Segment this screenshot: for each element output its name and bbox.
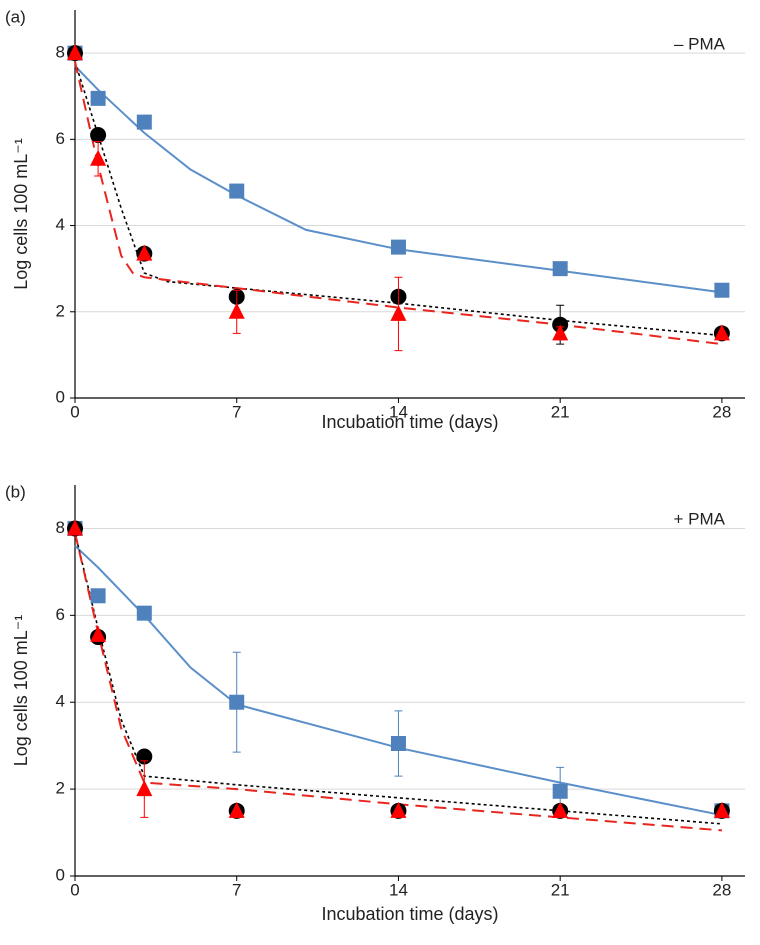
marker (90, 149, 107, 166)
marker (713, 801, 730, 818)
marker (390, 735, 406, 751)
fit-line (74, 545, 723, 817)
y-tick-label: 0 (56, 387, 65, 406)
marker (714, 282, 730, 298)
marker (136, 244, 153, 261)
fit-line (74, 65, 723, 294)
panel: 0 2 4 6 8 0 7 14 21 28 Incubation time (days) Log c… (5, 482, 745, 924)
y-axis-title: Log cells 100 mL⁻¹ (11, 138, 31, 290)
marker (90, 127, 107, 144)
marker (136, 780, 153, 797)
x-tick-label: 14 (389, 402, 408, 421)
x-tick-label: 28 (712, 402, 731, 421)
marker (390, 801, 407, 818)
y-axis-title: Log cells 100 mL⁻¹ (11, 615, 31, 767)
marker (390, 304, 407, 321)
marker (552, 324, 569, 341)
x-axis-title: Incubation time (days) (321, 904, 498, 924)
marker (552, 801, 569, 818)
y-tick-label: 6 (56, 605, 65, 624)
fit-line (74, 532, 722, 832)
y-tick-label: 6 (56, 129, 65, 148)
panel: 0 2 4 6 8 0 7 14 21 28 Incubation time (days) Log c… (5, 7, 745, 432)
fit-line (74, 532, 722, 825)
marker (229, 694, 245, 710)
marker (229, 183, 245, 199)
panel-label: (a) (5, 7, 26, 26)
x-tick-label: 7 (232, 880, 241, 899)
marker (136, 114, 152, 130)
x-tick-label: 21 (551, 402, 570, 421)
y-tick-label: 0 (56, 865, 65, 884)
x-tick-label: 7 (232, 402, 241, 421)
x-axis-title: Incubation time (days) (321, 412, 498, 432)
x-tick-label: 21 (551, 880, 570, 899)
marker (90, 90, 106, 106)
x-tick-label: 0 (70, 402, 79, 421)
x-tick-label: 28 (712, 880, 731, 899)
x-tick-label: 0 (70, 880, 79, 899)
annotation: + PMA (674, 509, 726, 528)
fit-line (74, 61, 723, 346)
marker (67, 519, 83, 536)
y-tick-label: 2 (56, 301, 65, 320)
y-tick-label: 8 (56, 43, 65, 62)
marker (90, 588, 106, 604)
marker (136, 605, 152, 621)
marker (713, 324, 730, 341)
marker (228, 801, 245, 818)
y-tick-label: 4 (56, 215, 65, 234)
marker (228, 302, 245, 319)
annotation: – PMA (674, 34, 726, 53)
x-tick-label: 14 (389, 880, 408, 899)
marker (390, 239, 406, 255)
panel-label: (b) (5, 482, 26, 501)
y-tick-label: 8 (56, 518, 65, 537)
marker (552, 783, 568, 799)
marker (552, 261, 568, 277)
fit-line (74, 61, 722, 337)
marker (90, 625, 107, 642)
y-tick-label: 4 (56, 692, 65, 711)
marker (67, 44, 83, 61)
y-tick-label: 2 (56, 779, 65, 798)
